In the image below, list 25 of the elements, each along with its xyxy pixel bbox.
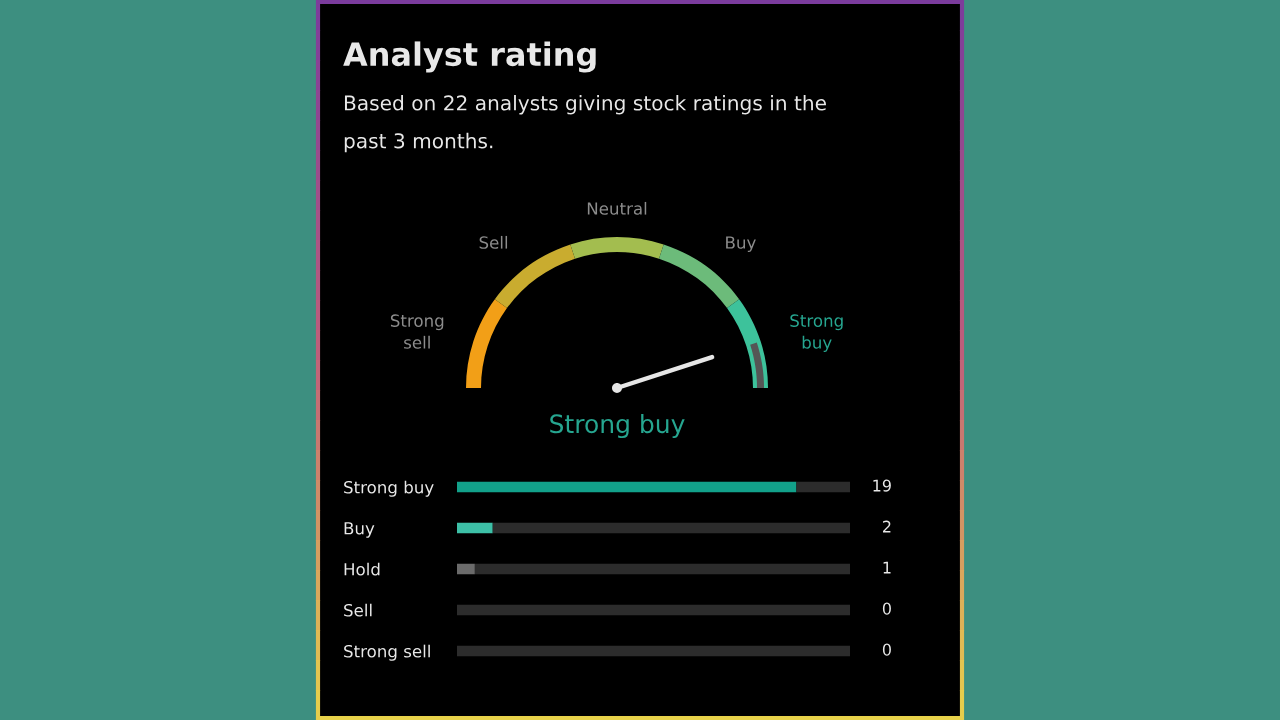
data-label: 0 — [882, 602, 891, 615]
data-label: 2 — [883, 520, 891, 533]
slice-label: Sell — [479, 235, 508, 249]
data-label: 0 — [882, 643, 891, 656]
text: Strong buy — [550, 413, 685, 439]
data-label: 1 — [883, 561, 891, 574]
slice-label: Neutral — [587, 201, 647, 215]
bar — [457, 563, 475, 575]
bar — [796, 481, 850, 493]
y-tick-label: Strong buy — [344, 480, 434, 497]
slice-label: Buy — [726, 236, 756, 253]
bar — [457, 645, 850, 657]
y-tick-label: Sell — [344, 603, 372, 617]
chart-title: Analyst rating — [343, 41, 596, 73]
bar — [492, 522, 850, 534]
y-tick-label: Strong sell — [344, 644, 430, 661]
chart-subtitle: Based on 22 analysts giving stock ratings in the past 3 months. — [344, 95, 826, 153]
bar — [457, 481, 797, 493]
data-label: 19 — [873, 479, 891, 492]
slice-label: Strong buy — [790, 314, 843, 352]
bar — [457, 522, 493, 534]
bar — [474, 563, 850, 575]
y-tick-label: Buy — [344, 522, 375, 538]
y-tick-label: Hold — [344, 562, 380, 576]
bar — [457, 604, 850, 616]
